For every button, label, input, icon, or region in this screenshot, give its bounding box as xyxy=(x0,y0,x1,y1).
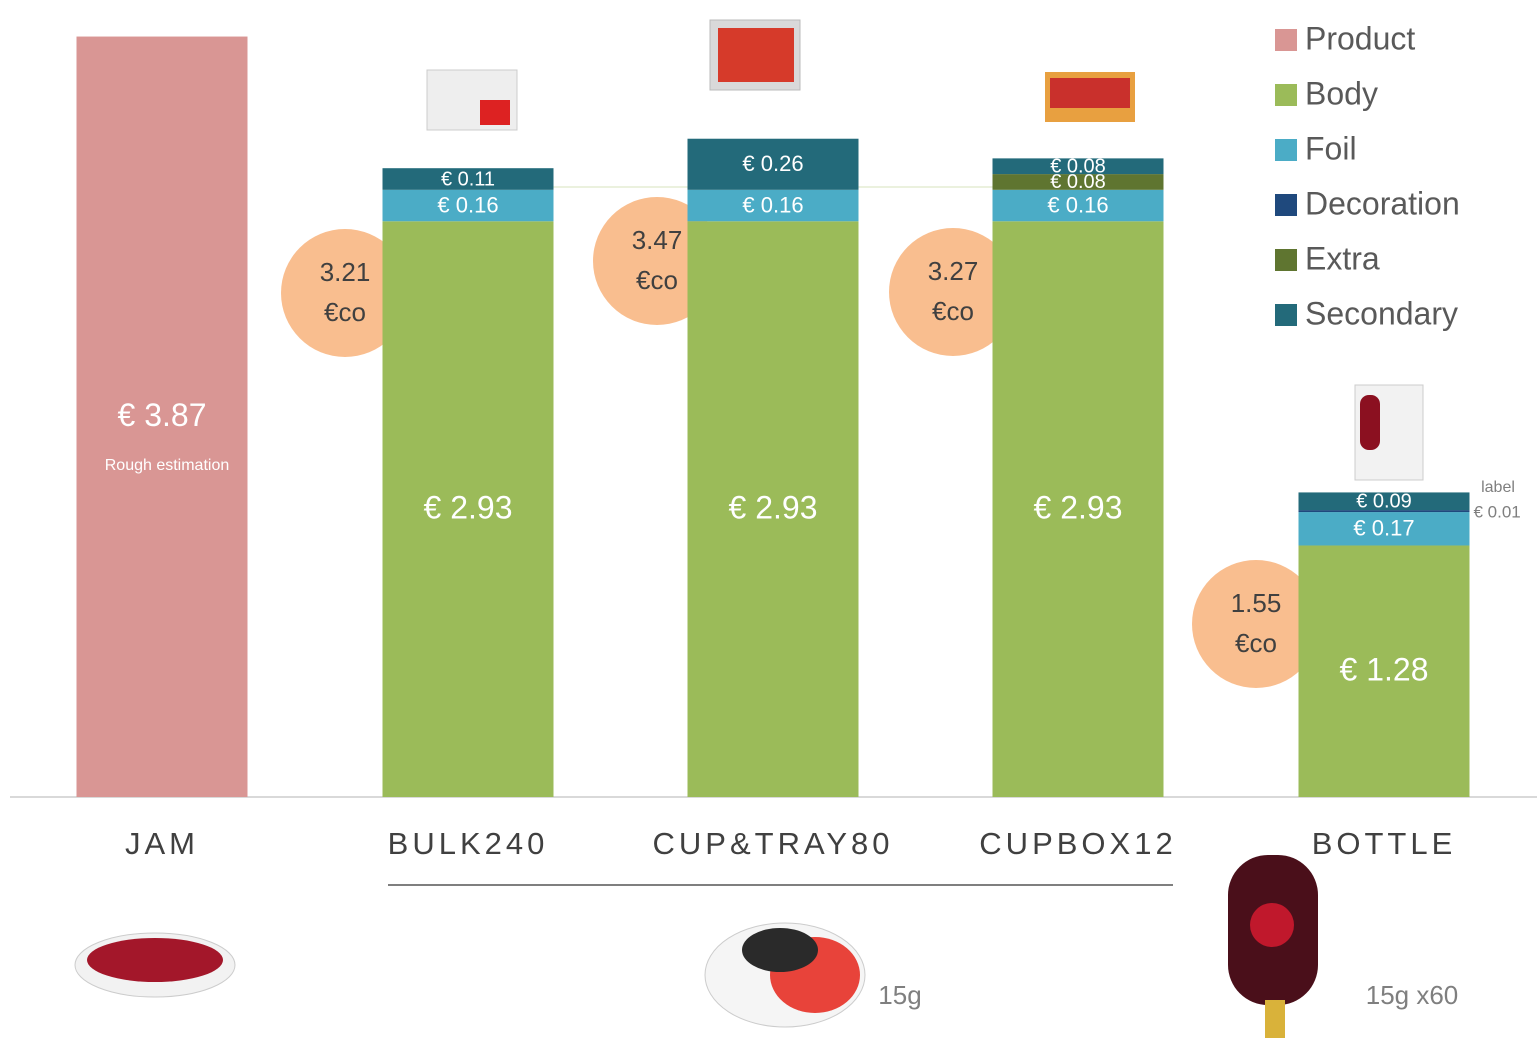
co-unit: €co xyxy=(324,297,366,327)
legend-swatch xyxy=(1275,84,1297,106)
co-unit: €co xyxy=(636,265,678,295)
x-tick-label: CUPBOX12 xyxy=(979,826,1176,861)
value-label: € 2.93 xyxy=(729,490,818,526)
legend-swatch xyxy=(1275,139,1297,161)
bar-segment xyxy=(992,158,1164,175)
value-label: € 0.11 xyxy=(441,168,495,190)
bottle-image xyxy=(1228,855,1318,1038)
value-label: € 0.26 xyxy=(742,151,803,176)
value-label: € 0.09 xyxy=(1356,491,1412,513)
co-unit: €co xyxy=(1235,628,1277,658)
legend-label: Decoration xyxy=(1305,185,1460,221)
legend-swatch xyxy=(1275,194,1297,216)
legend-label: Body xyxy=(1305,75,1378,111)
bar-segment xyxy=(687,189,859,222)
co-circle xyxy=(1192,560,1320,688)
bar-segment xyxy=(992,221,1164,797)
value-label: € 0.08 xyxy=(1050,171,1106,193)
x-tick-label: JAM xyxy=(125,826,199,861)
x-tick-label: BULK240 xyxy=(388,826,549,861)
bar-segment xyxy=(382,221,554,797)
value-label: € 0.17 xyxy=(1353,516,1414,541)
value-label: € 0.16 xyxy=(1047,192,1108,217)
bar-segment xyxy=(992,174,1164,190)
legend-label: Secondary xyxy=(1305,295,1458,331)
co-circle xyxy=(889,228,1017,356)
value-label: € 0.08 xyxy=(1050,156,1106,178)
value-label: € 0.16 xyxy=(742,192,803,217)
cup-image xyxy=(704,922,866,1028)
bar-segment xyxy=(687,138,859,190)
value-label: € 0.16 xyxy=(437,192,498,217)
bar-segment xyxy=(76,36,248,798)
value-label: € 2.93 xyxy=(424,490,513,526)
value-label: € 3.87 xyxy=(118,397,207,433)
bowl-image xyxy=(74,932,236,998)
legend-swatch xyxy=(1275,29,1297,51)
annotation: label xyxy=(1481,479,1515,496)
annotation: 15g x60 xyxy=(1366,980,1459,1010)
value-label: € 0.01 xyxy=(1474,503,1521,522)
bar-segment xyxy=(1298,512,1470,546)
annotation: 15g xyxy=(878,980,921,1010)
bar-segment xyxy=(1298,545,1470,797)
bar-segment xyxy=(382,189,554,222)
co-value: 3.21 xyxy=(320,257,371,287)
value-label: € 2.93 xyxy=(1034,490,1123,526)
bar-segment xyxy=(992,189,1164,222)
co-circle xyxy=(281,229,409,357)
bar-segment xyxy=(1298,492,1470,511)
bar-segment xyxy=(382,168,554,190)
legend-swatch xyxy=(1275,304,1297,326)
value-label: € 1.28 xyxy=(1340,652,1429,688)
legend-label: Foil xyxy=(1305,130,1357,166)
legend-swatch xyxy=(1275,249,1297,271)
co-value: 3.47 xyxy=(632,225,683,255)
box-images xyxy=(426,19,1424,481)
co-value: 1.55 xyxy=(1231,588,1282,618)
bar-segment xyxy=(1298,510,1470,513)
legend-label: Product xyxy=(1305,20,1415,56)
x-tick-label: BOTTLE xyxy=(1312,826,1457,861)
bar-segment xyxy=(687,221,859,797)
legend-label: Extra xyxy=(1305,240,1380,276)
co-value: 3.27 xyxy=(928,256,979,286)
co-unit: €co xyxy=(932,296,974,326)
annotation: Rough estimation xyxy=(105,457,230,474)
x-tick-label: CUP&TRAY80 xyxy=(653,826,894,861)
